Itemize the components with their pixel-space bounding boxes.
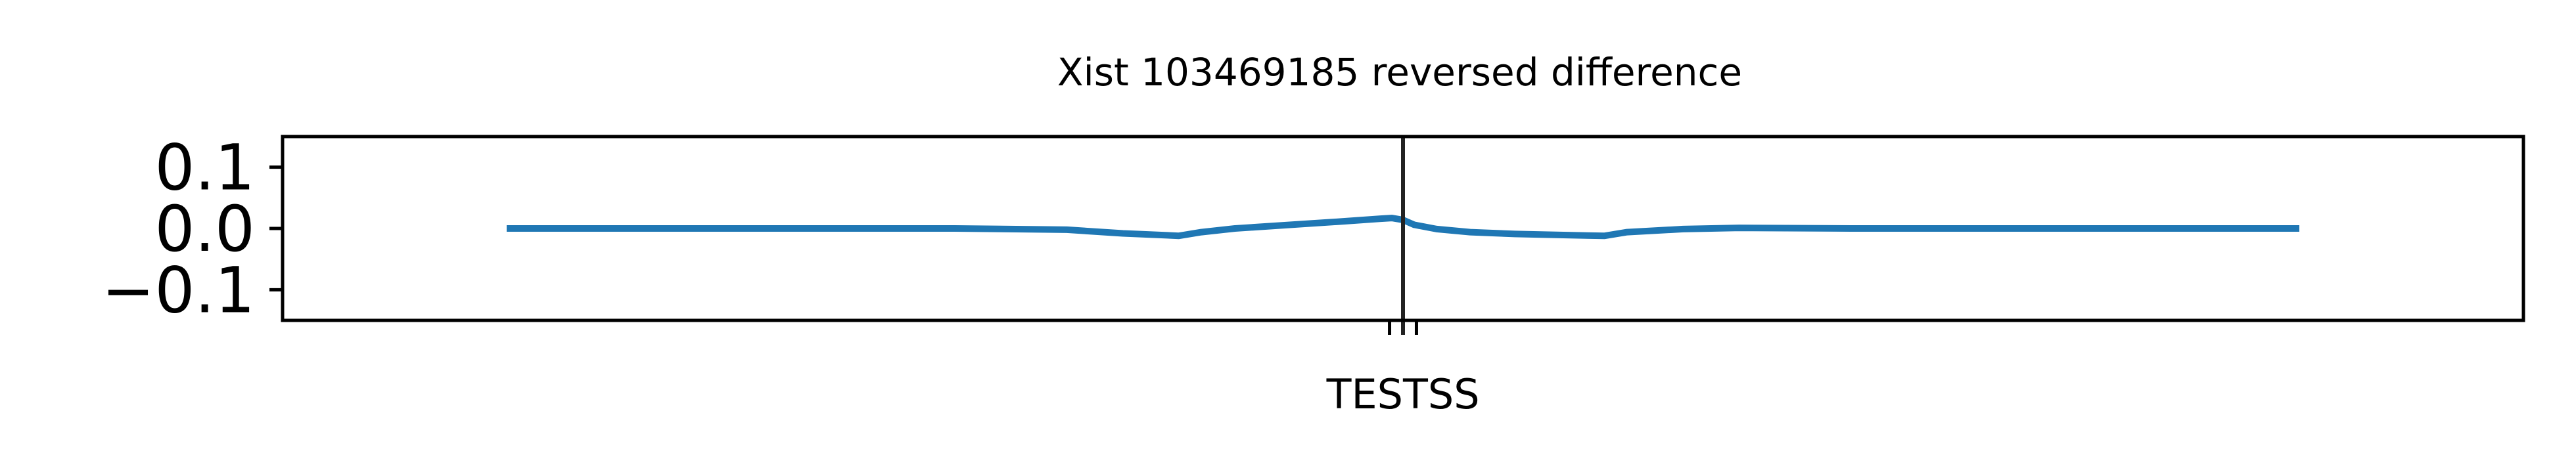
plot-series: [507, 215, 2299, 240]
y-tick-label: 0.0: [154, 192, 255, 266]
x-tick-label-tss: TSS: [1402, 370, 1480, 418]
plot-frame: [281, 135, 2525, 322]
y-tick-label: 0.1: [154, 131, 255, 205]
series-line-0: [507, 215, 2299, 240]
y-axis: 0.10.0−0.1: [102, 131, 283, 327]
x-axis: TES TSS: [1326, 320, 1480, 418]
x-tick-label-tes: TES: [1326, 370, 1403, 418]
y-tick-label: −0.1: [102, 253, 255, 327]
chart-title: Xist 103469185 reversed difference: [1057, 50, 1742, 95]
